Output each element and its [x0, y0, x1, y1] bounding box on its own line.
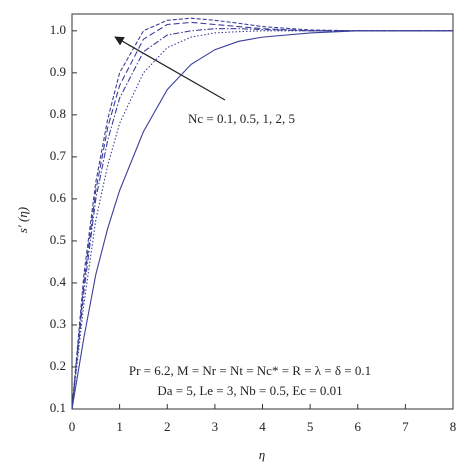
annotation: Da = 5, Le = 3, Nb = 0.5, Ec = 0.01: [157, 383, 342, 398]
x-tick-label: 3: [212, 419, 219, 434]
y-tick-label: 0.2: [50, 358, 66, 373]
x-tick-label: 5: [307, 419, 314, 434]
annotation: Nc = 0.1, 0.5, 1, 2, 5: [188, 111, 295, 126]
y-axis-label: s′ (η): [15, 207, 30, 233]
x-tick-label: 4: [259, 419, 266, 434]
y-tick-label: 0.9: [50, 64, 66, 79]
line-series: [71, 30, 453, 410]
annotation: Pr = 6.2, M = Nr = Nt = Nc* = R = λ = δ …: [129, 363, 371, 378]
line-series: [71, 28, 453, 410]
y-tick-label: 0.5: [50, 232, 66, 247]
line-series: [71, 17, 453, 410]
x-tick-label: 7: [402, 419, 409, 434]
y-tick-label: 0.3: [50, 316, 66, 331]
y-tick-label: 1.0: [50, 22, 66, 37]
line-series: [71, 30, 453, 410]
arrow: [114, 36, 226, 101]
x-tick-label: 0: [69, 419, 76, 434]
y-tick-label: 0.6: [50, 190, 67, 205]
y-tick-label: 0.8: [50, 106, 66, 121]
y-tick-label: 0.1: [50, 400, 66, 415]
x-tick-label: 2: [164, 419, 171, 434]
y-tick-label: 0.4: [50, 274, 67, 289]
x-axis-label: η: [259, 447, 265, 462]
plot-frame: [71, 13, 454, 410]
x-tick-label: 8: [450, 419, 457, 434]
y-tick-label: 0.7: [50, 148, 67, 163]
x-tick-label: 6: [355, 419, 362, 434]
x-tick-label: 1: [116, 419, 123, 434]
